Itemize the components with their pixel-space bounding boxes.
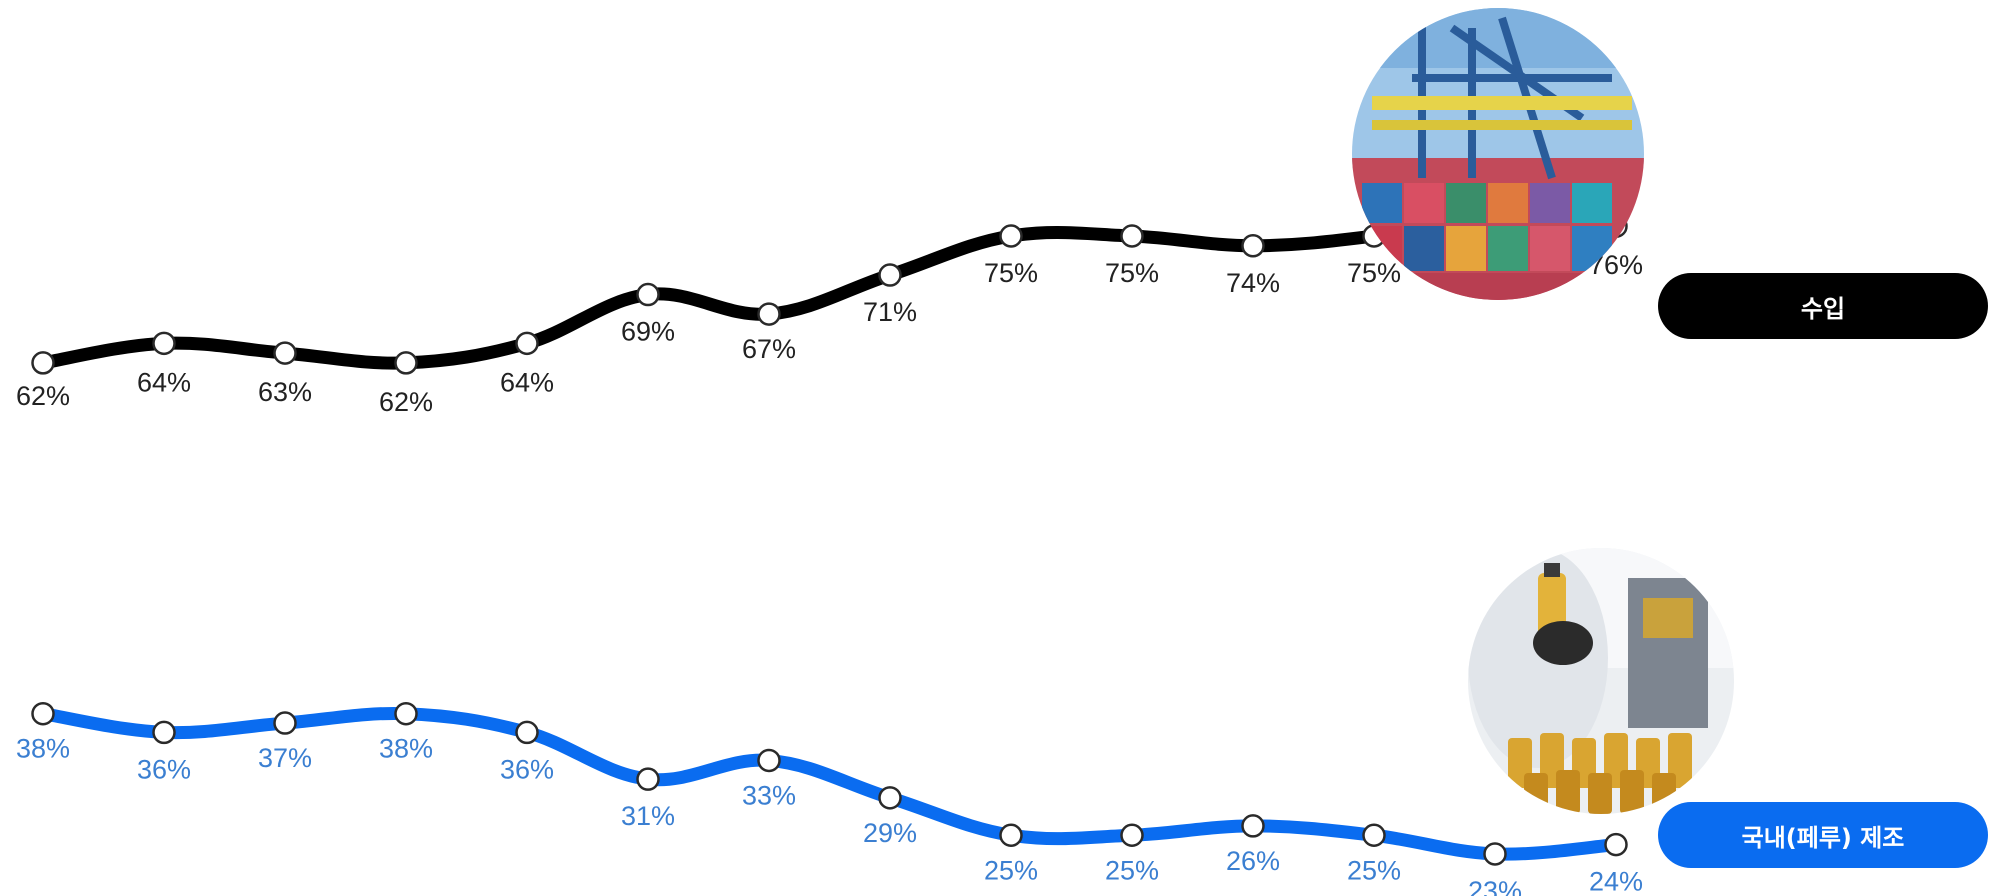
container-port-photo [1352, 8, 1644, 300]
data-label-domestic: 23% [1468, 876, 1522, 896]
data-point-domestic [636, 767, 660, 791]
legend-domestic-badge: 국내(페루) 제조 [1658, 802, 1988, 868]
data-label-import: 64% [137, 367, 191, 397]
series-line-import [36, 209, 1623, 370]
data-point-domestic [515, 720, 539, 745]
data-label-domestic: 38% [16, 734, 70, 764]
legend-import-badge: 수입 [1658, 273, 1988, 339]
data-label-domestic: 29% [863, 818, 917, 848]
data-label-domestic: 38% [379, 734, 433, 764]
data-point-import [878, 263, 902, 287]
data-label-domestic: 24% [1589, 867, 1643, 896]
data-point-import [636, 282, 660, 307]
data-label-import: 75% [1347, 258, 1401, 288]
data-point-domestic [31, 701, 55, 726]
data-label-import: 71% [863, 297, 917, 327]
data-label-import: 75% [984, 258, 1038, 288]
data-point-domestic [999, 823, 1023, 847]
data-label-import: 63% [258, 377, 312, 407]
data-point-import [394, 351, 418, 375]
data-point-domestic [152, 720, 176, 745]
data-point-domestic [1483, 842, 1507, 866]
data-label-domestic: 37% [258, 743, 312, 773]
data-label-import: 74% [1226, 268, 1280, 298]
data-point-domestic [273, 711, 297, 735]
data-point-domestic [1120, 823, 1144, 847]
data-point-domestic [1362, 823, 1386, 847]
data-label-import: 64% [500, 367, 554, 397]
data-label-import: 62% [379, 387, 433, 417]
data-label-import: 75% [1105, 258, 1159, 288]
data-point-import [152, 331, 176, 356]
data-label-import: 67% [742, 334, 796, 364]
data-point-domestic [1604, 832, 1628, 857]
data-point-domestic [757, 748, 781, 773]
data-label-domestic: 25% [1105, 855, 1159, 885]
data-label-domestic: 26% [1226, 846, 1280, 876]
data-point-domestic [878, 786, 902, 810]
lab-bottles-photo [1468, 548, 1734, 814]
data-label-import: 62% [16, 381, 70, 411]
data-point-domestic [1241, 814, 1265, 838]
legend-domestic-label: 국내(페루) 제조 [1741, 823, 1905, 852]
series-line-domestic [36, 706, 1623, 861]
data-label-domestic: 25% [1347, 855, 1401, 885]
data-label-domestic: 31% [621, 801, 675, 831]
data-label-domestic: 33% [742, 780, 796, 810]
data-label-domestic: 25% [984, 855, 1038, 885]
data-point-import [1241, 234, 1265, 258]
data-point-import [1120, 224, 1144, 248]
data-point-import [757, 302, 781, 326]
data-point-import [515, 331, 539, 356]
data-label-domestic: 36% [500, 754, 554, 784]
data-point-import [273, 341, 297, 365]
data-point-import [31, 351, 55, 375]
legend-import-label: 수입 [1800, 294, 1846, 323]
data-label-import: 69% [621, 317, 675, 347]
data-point-domestic [394, 701, 418, 726]
data-label-domestic: 36% [137, 754, 191, 784]
data-point-import [999, 224, 1023, 248]
